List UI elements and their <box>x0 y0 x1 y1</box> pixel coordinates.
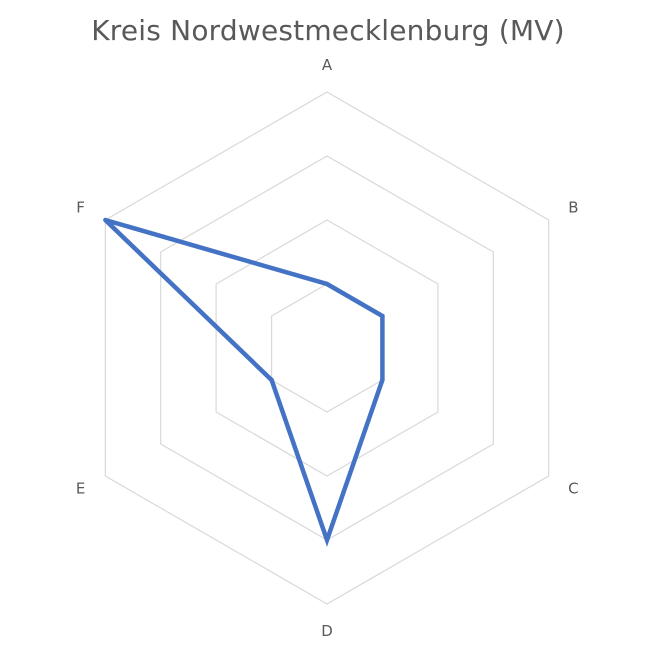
grid-ring-3 <box>160 155 494 541</box>
grid-ring-4 <box>104 91 550 605</box>
axis-label-B: B <box>568 199 578 217</box>
grid-ring-1 <box>271 283 383 413</box>
radar-series <box>103 217 385 547</box>
data-point-C <box>380 377 385 383</box>
grid-ring-2 <box>215 219 439 477</box>
chart-title: Kreis Nordwestmecklenburg (MV) <box>91 14 565 47</box>
data-point-A <box>324 281 330 287</box>
data-point-E <box>269 377 274 383</box>
radar-grid <box>104 91 550 605</box>
data-point-F <box>103 217 108 223</box>
data-point-B <box>380 313 385 319</box>
radar-axis-labels: A B C D E F <box>76 56 579 640</box>
axis-label-D: D <box>321 622 333 640</box>
axis-label-E: E <box>76 480 85 498</box>
axis-label-C: C <box>568 480 578 498</box>
axis-label-A: A <box>322 56 333 74</box>
data-point-D <box>324 537 330 543</box>
axis-label-F: F <box>76 199 85 217</box>
